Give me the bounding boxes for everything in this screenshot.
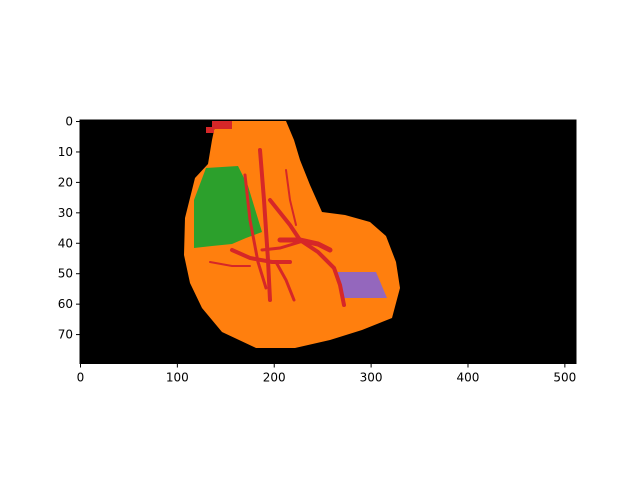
y-tick-label: 0 [65, 115, 73, 129]
x-tick-label: 100 [166, 371, 189, 385]
purple-segment [336, 272, 387, 298]
red-vessels [209, 148, 346, 307]
y-tick-label: 50 [58, 267, 73, 281]
y-tick-label: 70 [58, 328, 73, 342]
y-tick-label: 20 [58, 175, 73, 189]
y-tick-label: 10 [58, 145, 73, 159]
x-tick-label: 500 [553, 371, 576, 385]
x-tick-label: 200 [263, 371, 286, 385]
y-tick-label: 40 [58, 236, 73, 250]
x-axis: 0 100 200 300 400 500 [77, 363, 576, 385]
y-tick-label: 60 [58, 297, 73, 311]
y-tick-label: 30 [58, 206, 73, 220]
red-top-blob-2 [206, 127, 214, 133]
y-axis: 0 10 20 30 40 50 60 70 [58, 115, 80, 342]
x-tick-label: 0 [77, 371, 85, 385]
red-top-blob [212, 121, 232, 129]
x-tick-label: 300 [360, 371, 383, 385]
axes-frame [79, 119, 577, 364]
x-tick-label: 400 [457, 371, 480, 385]
